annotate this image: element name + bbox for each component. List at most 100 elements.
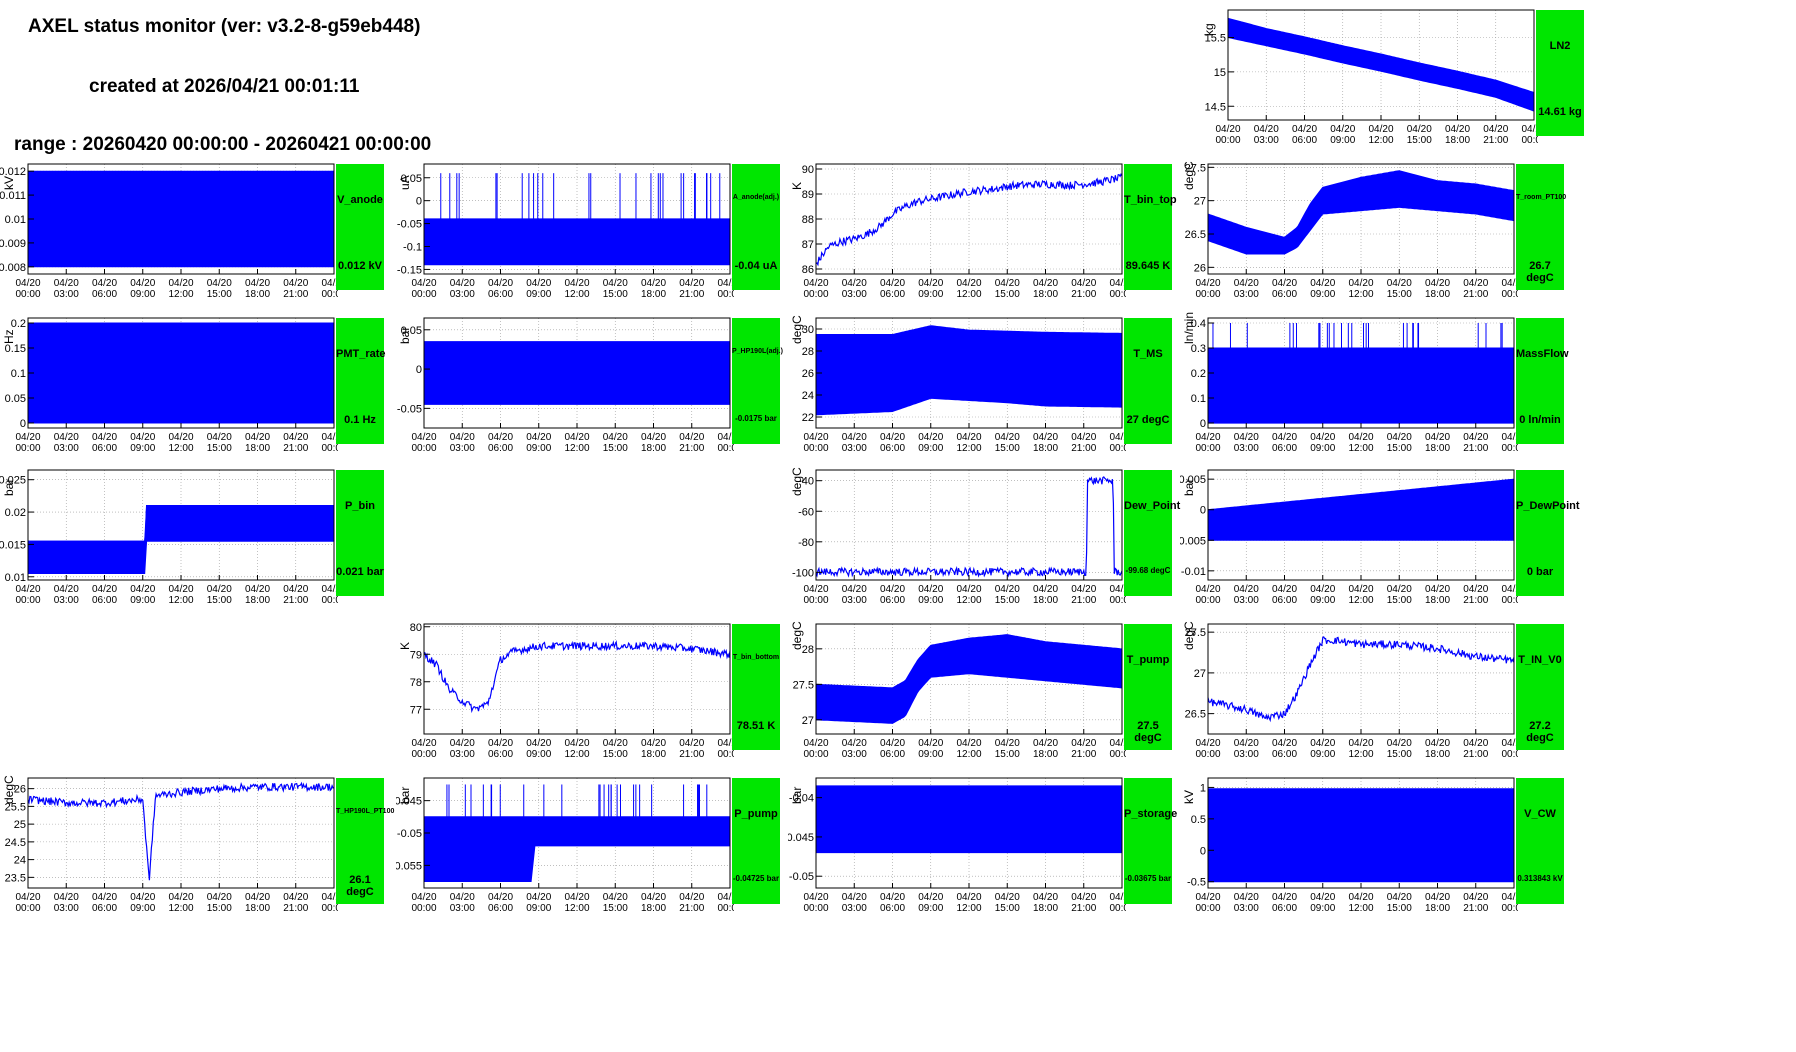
x-tick-time: 09:00	[1330, 135, 1355, 146]
y-tick-label: 0.01	[5, 214, 26, 226]
x-tick-time: 18:00	[1033, 289, 1058, 300]
x-tick-time: 00:00	[803, 903, 828, 914]
x-tick-time: 18:00	[245, 289, 270, 300]
status-value: -99.68 degC	[1125, 566, 1171, 575]
x-tick-time: 06:00	[880, 595, 905, 606]
x-tick-time: 00:00	[1501, 749, 1518, 760]
chart-panel-ln2: 14.5 15 15.5 04/20 00:00 04/20 03:00 04/20 06:00…	[1200, 8, 1640, 174]
status-panel-t_bin_top: T_bin_top 89.645 K	[1124, 164, 1177, 290]
x-tick-time: 00:00	[15, 289, 40, 300]
status-value: 89.645 K	[1125, 260, 1171, 272]
y-tick-label: 27	[802, 715, 814, 727]
x-tick-date: 04/20	[130, 892, 155, 903]
chart-svg-ln2: 14.51515.504/2000:0004/2003:0004/2006:00…	[1205, 9, 1538, 146]
x-tick-date: 04/20	[1272, 432, 1297, 443]
x-tick-date: 04/20	[1348, 738, 1373, 749]
x-tick-date: 04/20	[641, 278, 666, 289]
y-tick-label: 15	[1214, 67, 1226, 79]
x-tick-date: 04/20	[603, 892, 628, 903]
x-tick-time: 00:00	[321, 443, 338, 454]
x-tick-time: 18:00	[1425, 289, 1450, 300]
chart-svg-p_bin: 0.010.0150.020.02504/2000:0004/2003:0004…	[0, 469, 338, 606]
x-tick-date: 04/20	[995, 738, 1020, 749]
x-tick-date: 04/20	[1425, 278, 1450, 289]
x-tick-time: 00:00	[717, 289, 734, 300]
chart-panel-t_ms: 22 24 26 28 30 04/20 00:00 04/20 03:00 04/20 06:00…	[788, 315, 1228, 482]
x-tick-date: 04/20	[207, 432, 232, 443]
x-tick-date: 04/21	[1521, 124, 1538, 135]
x-tick-date: 04/20	[1310, 738, 1335, 749]
x-tick-time: 15:00	[1387, 749, 1412, 760]
x-tick-date: 04/20	[130, 584, 155, 595]
x-tick-date: 04/20	[1033, 584, 1058, 595]
series-band-t_ms	[815, 325, 1123, 416]
x-tick-date: 04/20	[803, 278, 828, 289]
x-tick-date: 04/20	[1215, 124, 1240, 135]
x-tick-date: 04/20	[168, 278, 193, 289]
y-tick-label: -0.15	[397, 264, 422, 276]
x-tick-date: 04/20	[54, 892, 79, 903]
series-line-dew_point	[815, 476, 1123, 578]
x-tick-date: 04/20	[1387, 432, 1412, 443]
x-tick-date: 04/20	[1425, 584, 1450, 595]
x-tick-date: 04/20	[1033, 432, 1058, 443]
status-panel-v_cw: V_CW 0.313843 kV	[1516, 778, 1564, 904]
chart-svg-dew_point: -100-80-60-4004/2000:0004/2003:0004/2006…	[792, 469, 1126, 606]
x-tick-time: 00:00	[411, 903, 436, 914]
x-tick-time: 12:00	[564, 289, 589, 300]
x-tick-date: 04/20	[245, 584, 270, 595]
chart-panel-t_bin_top: 86 87 88 89 90 04/20 00:00 04/20 03:00 04/20 06:00…	[788, 162, 1228, 328]
status-value: -0.04 uA	[734, 260, 778, 272]
y-tick-label: -0.1	[403, 242, 422, 254]
x-tick-time: 09:00	[1310, 443, 1335, 454]
chart-svg-v_cw: -0.500.5104/2000:0004/2003:0004/2006:000…	[1187, 777, 1518, 914]
status-value: 0.012 kV	[337, 260, 383, 272]
y-tick-label: -0.05	[397, 219, 422, 231]
y-tick-label: 0	[20, 418, 26, 430]
x-tick-time: 00:00	[803, 289, 828, 300]
x-tick-time: 06:00	[1272, 595, 1297, 606]
x-tick-date: 04/20	[488, 432, 513, 443]
y-tick-label: 0.1	[1191, 393, 1206, 405]
x-tick-time: 12:00	[956, 749, 981, 760]
x-tick-time: 06:00	[880, 289, 905, 300]
x-tick-time: 15:00	[1407, 135, 1432, 146]
chart-panel-p_bin: 0.01 0.015 0.02 0.025 04/20 00:00 04/20 03:00 04…	[0, 468, 440, 634]
status-panel-t_pump: T_pump 27.5 degC	[1124, 624, 1172, 750]
status-panel-dew_point: Dew_Point -99.68 degC	[1124, 470, 1180, 596]
x-tick-date: 04/20	[450, 892, 475, 903]
chart-svg-t_in_v0: 26.52727.504/2000:0004/2003:0004/2006:00…	[1185, 623, 1518, 760]
x-tick-time: 21:00	[1463, 443, 1488, 454]
x-tick-date: 04/21	[1109, 432, 1126, 443]
y-axis-label: degC	[2, 775, 16, 804]
x-tick-time: 18:00	[1425, 595, 1450, 606]
y-tick-label: 26	[802, 368, 814, 380]
x-tick-date: 04/20	[92, 278, 117, 289]
x-tick-time: 06:00	[92, 903, 117, 914]
x-tick-time: 03:00	[1234, 289, 1259, 300]
y-tick-label: 90	[802, 164, 814, 176]
x-tick-date: 04/20	[245, 432, 270, 443]
x-tick-time: 00:00	[1521, 135, 1538, 146]
status-panel-massflow: MassFlow 0 ln/min	[1516, 318, 1569, 444]
x-tick-date: 04/20	[1033, 738, 1058, 749]
x-tick-date: 04/20	[603, 278, 628, 289]
x-tick-date: 04/20	[283, 584, 308, 595]
x-tick-date: 04/20	[1195, 892, 1220, 903]
x-tick-date: 04/20	[564, 278, 589, 289]
y-tick-label: 0.2	[11, 318, 26, 330]
x-tick-date: 04/20	[15, 584, 40, 595]
x-tick-date: 04/20	[956, 432, 981, 443]
y-tick-label: -0.5	[1187, 877, 1206, 889]
chart-svg-t_bin_top: 868788899004/2000:0004/2003:0004/2006:00…	[802, 163, 1126, 300]
x-tick-time: 21:00	[1071, 749, 1096, 760]
status-value: 26.1 degC	[346, 874, 374, 898]
x-tick-time: 12:00	[1348, 595, 1373, 606]
status-panel-t_hp190l: T_HP190L_PT100 26.1 degC	[336, 778, 394, 904]
x-tick-time: 09:00	[1310, 749, 1335, 760]
series-band-massflow	[1207, 347, 1515, 424]
y-tick-label: 27	[1194, 196, 1206, 208]
time-range: range : 20260420 00:00:00 - 20260421 00:…	[14, 134, 432, 155]
status-value: 78.51 K	[736, 720, 776, 732]
x-tick-time: 09:00	[1310, 289, 1335, 300]
